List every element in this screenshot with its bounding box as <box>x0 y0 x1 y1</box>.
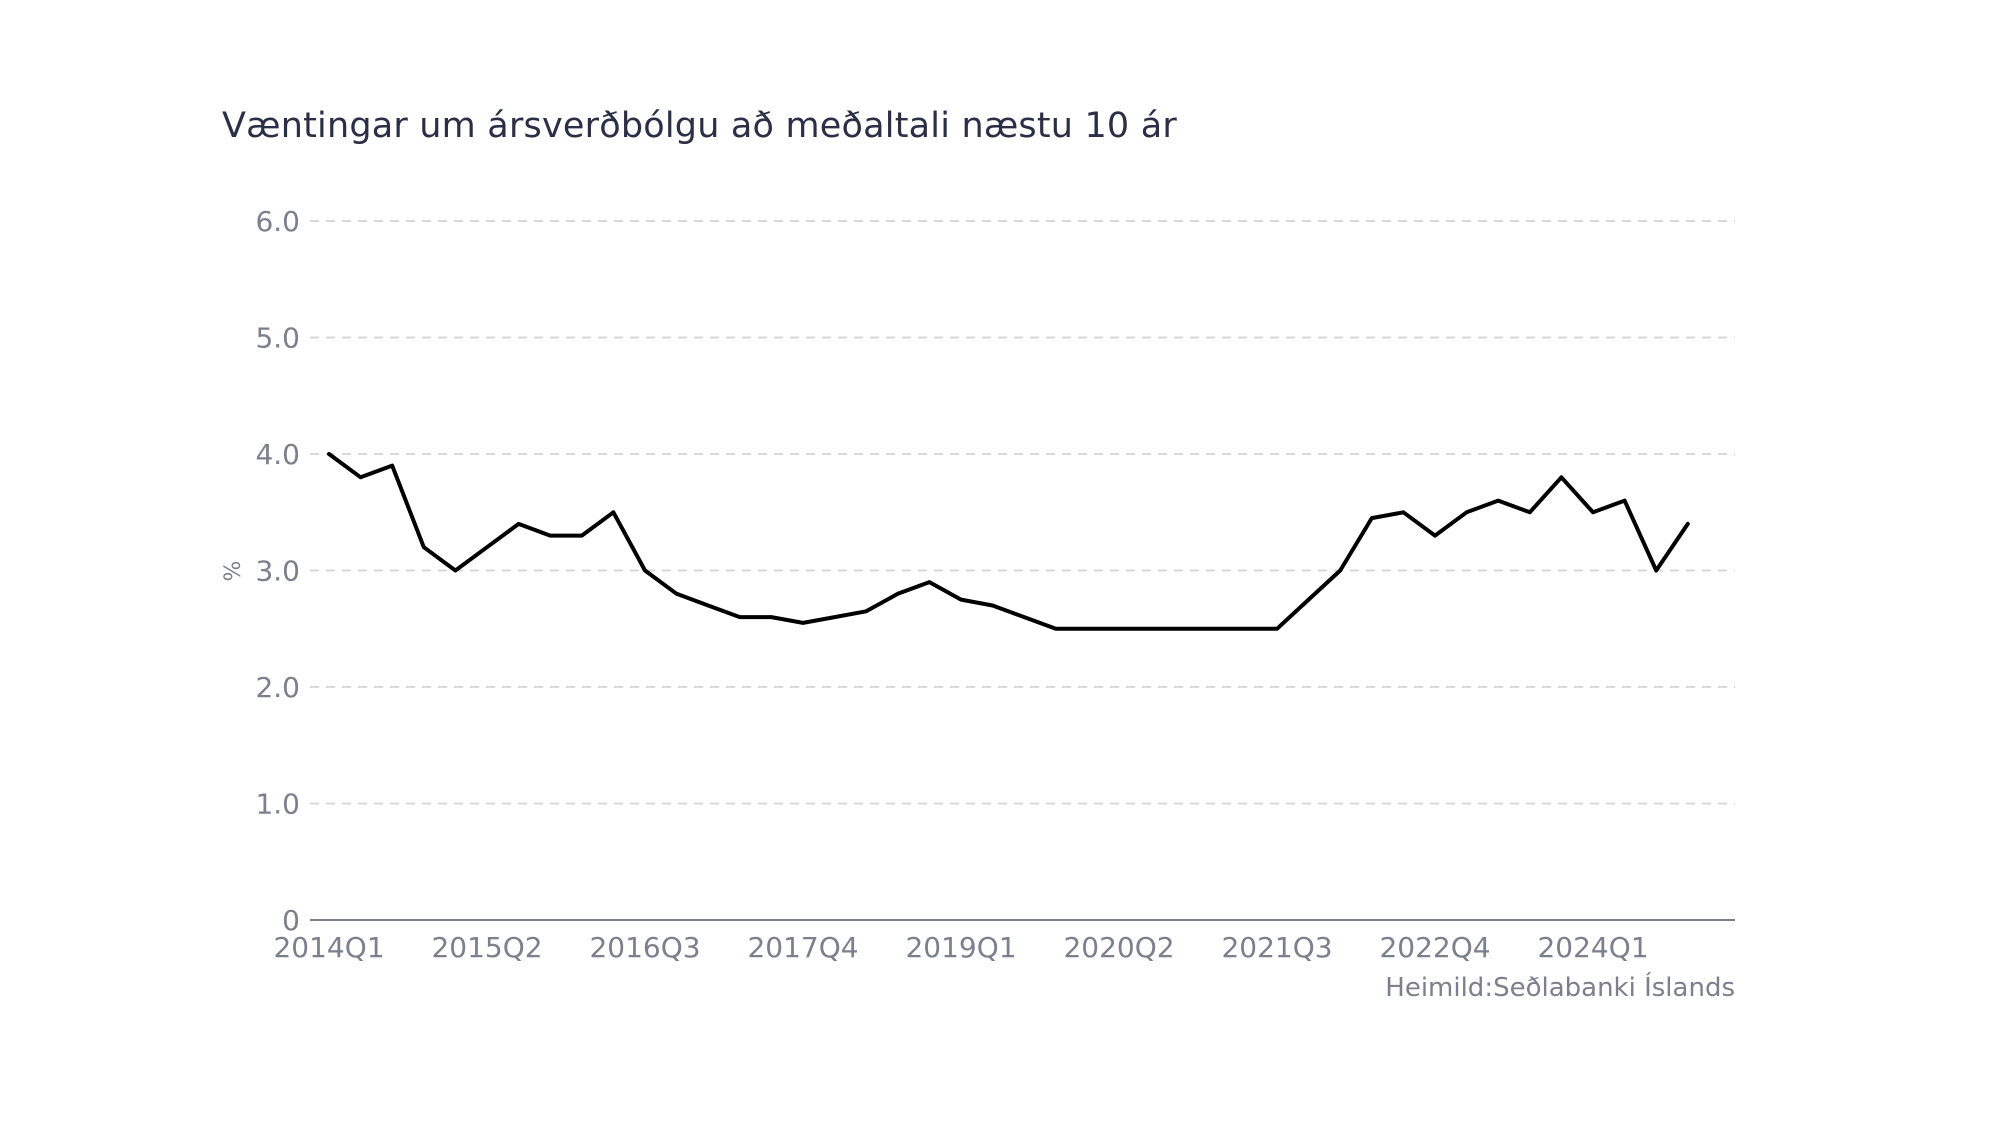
x-tick-label: 2020Q2 <box>1063 931 1174 964</box>
data-point <box>1370 516 1374 520</box>
data-point <box>991 603 995 607</box>
data-point <box>1243 627 1247 631</box>
data-point <box>896 592 900 596</box>
data-point <box>1022 615 1026 619</box>
data-point <box>1149 627 1153 631</box>
data-point <box>1433 534 1437 538</box>
y-tick-label: 6.0 <box>255 205 300 238</box>
data-point <box>1465 510 1469 514</box>
data-point <box>738 615 742 619</box>
x-tick-label: 2015Q2 <box>431 931 542 964</box>
data-point <box>1686 522 1690 526</box>
series-line <box>327 452 1690 631</box>
data-point <box>1623 499 1627 503</box>
data-point <box>643 569 647 573</box>
x-tick-label: 2021Q3 <box>1221 931 1332 964</box>
data-point <box>1496 499 1500 503</box>
y-tick-label: 3.0 <box>255 555 300 588</box>
data-point <box>1212 627 1216 631</box>
data-point <box>1654 569 1658 573</box>
source-label: Heimild:Seðlabanki Íslands <box>1385 971 1735 1003</box>
data-point <box>675 592 679 596</box>
data-point <box>1338 569 1342 573</box>
data-point <box>1528 510 1532 514</box>
data-point <box>485 545 489 549</box>
x-tick-label: 2014Q1 <box>273 931 384 964</box>
x-tick-label: 2022Q4 <box>1379 931 1490 964</box>
x-tick-label: 2017Q4 <box>747 931 858 964</box>
data-point <box>359 475 363 479</box>
y-tick-label: 4.0 <box>255 438 300 471</box>
data-point <box>327 452 331 456</box>
data-point <box>927 580 931 584</box>
y-tick-label: 1.0 <box>255 788 300 821</box>
data-point <box>1054 627 1058 631</box>
y-axis-title: % <box>221 561 246 582</box>
data-point <box>1307 598 1311 602</box>
data-point <box>517 522 521 526</box>
data-point <box>801 621 805 625</box>
data-point <box>706 603 710 607</box>
data-point <box>1559 475 1563 479</box>
data-point <box>453 569 457 573</box>
chart-title: Væntingar um ársverðbólgu að meðaltali n… <box>222 106 1177 146</box>
data-point <box>611 510 615 514</box>
data-point <box>1591 510 1595 514</box>
y-tick-label: 5.0 <box>255 322 300 355</box>
data-point <box>959 598 963 602</box>
x-tick-label: 2024Q1 <box>1537 931 1648 964</box>
data-point <box>769 615 773 619</box>
data-point <box>1401 510 1405 514</box>
data-point <box>864 609 868 613</box>
data-point <box>833 615 837 619</box>
data-point <box>1275 627 1279 631</box>
x-tick-label: 2016Q3 <box>589 931 700 964</box>
data-point <box>1180 627 1184 631</box>
data-point <box>1117 627 1121 631</box>
data-point <box>548 534 552 538</box>
x-tick-label: 2019Q1 <box>905 931 1016 964</box>
data-point <box>1085 627 1089 631</box>
y-tick-label: 2.0 <box>255 671 300 704</box>
data-point <box>390 464 394 468</box>
data-point <box>422 545 426 549</box>
y-tick-label: 0 <box>282 904 300 937</box>
data-point <box>580 534 584 538</box>
